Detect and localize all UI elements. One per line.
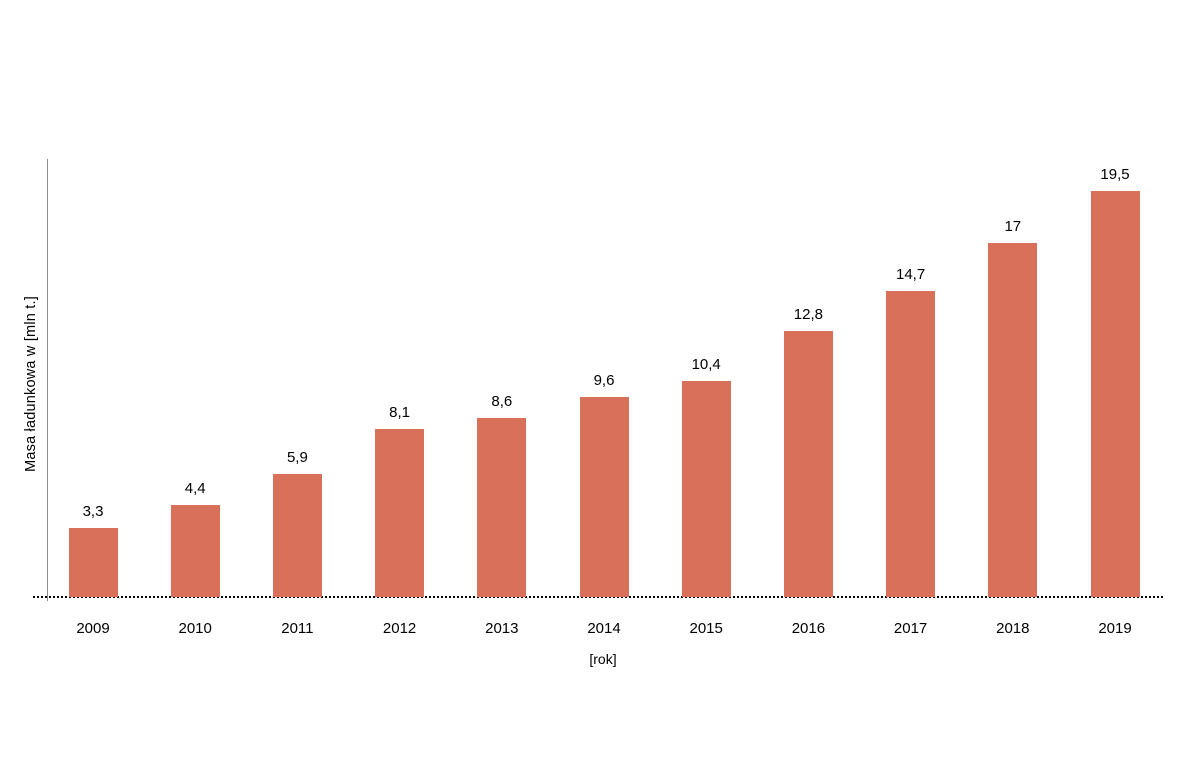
x-tick-label: 2015	[689, 620, 723, 637]
bar-value-label: 17	[1004, 218, 1022, 236]
bar-value-label: 9,6	[593, 372, 615, 390]
bar	[477, 418, 527, 597]
bar-value-label: 8,1	[389, 403, 411, 421]
bar	[68, 528, 118, 597]
x-tick-label: 2018	[996, 620, 1030, 637]
x-tick-label: 2014	[587, 620, 621, 637]
x-tick-label: 2011	[281, 620, 314, 637]
y-axis-line	[47, 159, 48, 601]
bar-value-label: 12,8	[793, 305, 823, 323]
bar	[375, 428, 425, 597]
bar-value-label: 3,3	[82, 503, 104, 521]
bar	[886, 291, 936, 597]
x-tick-label: 2012	[382, 620, 417, 637]
bar-value-label: 19,5	[1100, 166, 1130, 184]
bar	[988, 243, 1038, 597]
x-axis-title: [rok]	[589, 651, 617, 667]
x-tick-label: 2016	[791, 620, 826, 637]
bar	[1090, 191, 1140, 597]
x-tick-label: 2009	[76, 620, 110, 637]
x-tick-label: 2010	[178, 620, 212, 637]
bar	[272, 474, 322, 597]
bar	[579, 397, 629, 597]
bar-value-label: 10,4	[691, 355, 721, 373]
bar	[681, 380, 731, 597]
x-tick-label: 2017	[893, 620, 928, 637]
x-axis-baseline	[33, 596, 1165, 598]
bar	[783, 330, 833, 597]
bar-value-label: 4,4	[184, 480, 206, 498]
x-tick-label: 2013	[485, 620, 519, 637]
bar-value-label: 14,7	[895, 266, 926, 284]
bar-value-label: 8,6	[491, 393, 513, 411]
bar-value-label: 5,9	[286, 449, 308, 467]
bar	[170, 505, 220, 597]
y-axis-label: Masa ładunkowa w [mln t.]	[23, 296, 39, 472]
x-tick-label: 2019	[1098, 620, 1132, 637]
